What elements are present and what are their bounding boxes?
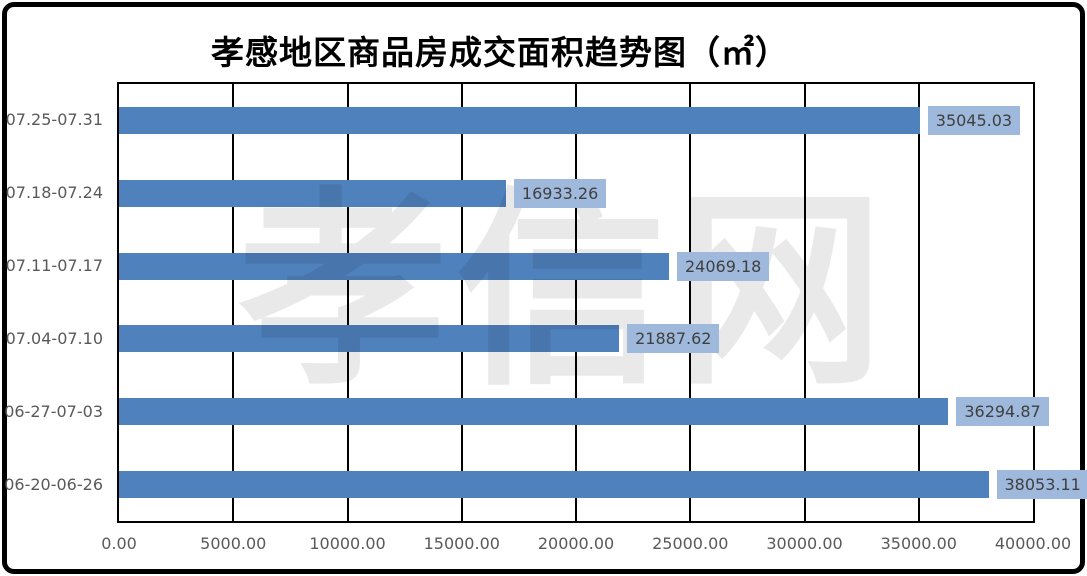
y-axis-label: 07.18-07.24 [5,183,103,203]
bar-07.25-07.31 [119,106,920,134]
y-axis-label: 07.11-07.17 [5,256,103,276]
value-label: 21887.62 [627,324,720,354]
gridline [689,84,692,521]
x-axis-label: 40000.00 [994,534,1072,553]
gridline [232,84,235,521]
gridline [917,84,920,521]
y-axis-label: 07.04-07.10 [5,328,103,348]
gridline [346,84,349,521]
bar-06-27-07-03 [119,398,949,426]
x-axis-label: 25000.00 [652,534,729,553]
x-axis-label: 30000.00 [766,534,843,553]
value-label: 24069.18 [676,251,770,281]
x-axis-label: 10000.00 [309,534,386,553]
gridline [460,84,463,521]
y-axis-label: 06-27-07-03 [4,401,103,421]
bar-07.04-07.10 [119,325,620,353]
gridline [803,84,806,521]
value-label: 16933.26 [513,178,607,208]
x-axis-label: 15000.00 [423,534,500,553]
value-label: 36294.87 [956,397,1049,427]
bar-07.11-07.17 [119,252,669,280]
plot-area: 35045.03 16933.26 24069.18 21887.62 36294.87… [117,82,1087,523]
y-axis-label: 06-20-06-26 [4,474,103,494]
bar-06-20-06-26 [119,471,989,499]
y-axis-label: 07.25-07.31 [5,110,103,130]
x-axis-label: 0.00 [101,534,137,553]
x-axis-label: 5000.00 [200,534,267,553]
gridline [575,84,577,521]
value-label: 35045.03 [927,105,1021,135]
value-label: 38053.11 [996,470,1087,500]
chart-title: 孝感地区商品房成交面积趋势图（㎡） [211,33,789,72]
x-axis-label: 20000.00 [537,534,615,553]
bar-07.18-07.24 [119,179,506,207]
x-axis-label: 35000.00 [880,534,957,553]
